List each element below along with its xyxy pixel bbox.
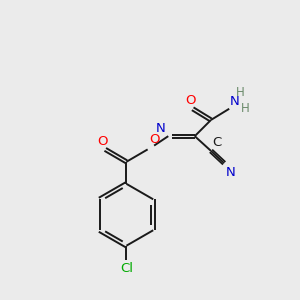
Text: O: O	[98, 135, 108, 148]
Text: O: O	[185, 94, 196, 107]
Text: H: H	[240, 102, 249, 115]
Text: N: N	[226, 166, 236, 178]
Text: O: O	[149, 134, 160, 146]
Text: H: H	[236, 86, 244, 99]
Text: C: C	[212, 136, 221, 149]
Text: N: N	[156, 122, 166, 135]
Text: N: N	[230, 95, 240, 108]
Text: Cl: Cl	[120, 262, 133, 275]
